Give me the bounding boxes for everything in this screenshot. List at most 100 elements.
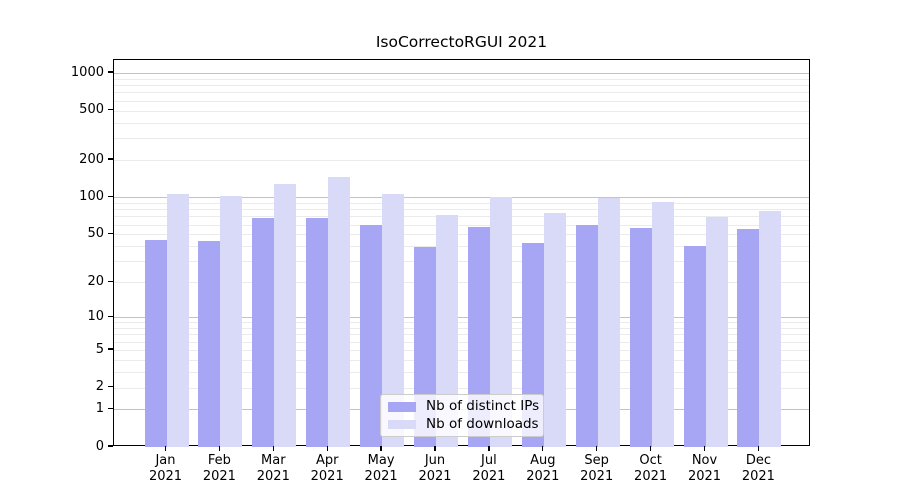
gridline-minor bbox=[114, 122, 809, 124]
bar-downloads bbox=[220, 195, 243, 447]
bar-distinct-ips bbox=[306, 217, 329, 447]
x-tick-mark bbox=[703, 446, 706, 451]
bar-downloads bbox=[543, 212, 566, 447]
y-tick-mark bbox=[108, 348, 113, 350]
bar-distinct-ips bbox=[252, 217, 275, 447]
gridline-minor bbox=[114, 246, 809, 248]
bar-downloads bbox=[436, 214, 458, 447]
x-tick-mark bbox=[488, 446, 490, 451]
x-tick-label: May 2021 bbox=[364, 453, 398, 484]
x-tick-label: Sep 2021 bbox=[580, 453, 614, 484]
x-tick-mark bbox=[596, 446, 598, 451]
bar-distinct-ips bbox=[629, 228, 652, 447]
gridline-minor bbox=[114, 85, 809, 87]
x-tick-label: Apr 2021 bbox=[310, 453, 344, 484]
bar-distinct-ips bbox=[144, 239, 167, 447]
y-tick-mark bbox=[108, 280, 113, 282]
x-tick-mark bbox=[434, 446, 436, 451]
bar-downloads bbox=[274, 184, 297, 447]
y-tick-mark bbox=[108, 315, 113, 317]
gridline-minor bbox=[114, 160, 809, 162]
gridline-minor bbox=[114, 92, 809, 94]
y-tick-label: 10 bbox=[87, 308, 104, 324]
gridline-major bbox=[114, 73, 809, 75]
y-tick-mark bbox=[108, 232, 113, 234]
gridline-minor bbox=[114, 282, 809, 284]
x-tick-label: Aug 2021 bbox=[526, 453, 560, 484]
gridline-minor bbox=[114, 387, 809, 389]
y-tick-label: 50 bbox=[87, 225, 104, 241]
y-tick-mark bbox=[108, 158, 113, 160]
x-tick-mark bbox=[164, 446, 167, 451]
gridline-minor bbox=[114, 371, 809, 373]
plot-area bbox=[113, 59, 810, 447]
x-tick-label: Feb 2021 bbox=[202, 453, 236, 484]
bar-downloads bbox=[328, 176, 351, 447]
gridline-minor bbox=[114, 234, 809, 236]
bar-downloads bbox=[759, 210, 782, 447]
gridline-major bbox=[114, 197, 809, 199]
bar-downloads bbox=[382, 194, 405, 447]
gridline-minor bbox=[114, 261, 809, 263]
y-tick-mark bbox=[108, 195, 113, 197]
bar-downloads bbox=[705, 217, 728, 447]
bar-downloads bbox=[597, 198, 620, 447]
gridline-minor bbox=[114, 322, 809, 324]
y-tick-label: 2 bbox=[95, 379, 104, 395]
x-tick-mark bbox=[326, 446, 328, 451]
x-tick-label: Jun 2021 bbox=[418, 453, 452, 484]
bar-distinct-ips bbox=[575, 224, 598, 447]
y-tick-mark bbox=[108, 71, 113, 73]
y-tick-mark bbox=[108, 445, 113, 447]
gridline-major bbox=[114, 317, 809, 319]
x-tick-mark bbox=[649, 446, 652, 451]
legend-label-downloads: Nb of downloads bbox=[426, 415, 539, 432]
x-tick-mark bbox=[218, 446, 221, 451]
bar-distinct-ips bbox=[737, 229, 760, 447]
bar-distinct-ips bbox=[683, 246, 706, 447]
y-tick-label: 1000 bbox=[70, 64, 104, 80]
x-tick-label: Jul 2021 bbox=[472, 453, 506, 484]
gridline-minor bbox=[114, 216, 809, 218]
bar-downloads bbox=[651, 201, 674, 447]
x-tick-mark bbox=[380, 446, 382, 451]
legend-swatch-downloads bbox=[388, 419, 416, 429]
gridline-minor bbox=[114, 78, 809, 80]
gridline-minor bbox=[114, 138, 809, 140]
chart-title: IsoCorrectoRGUI 2021 bbox=[375, 33, 548, 51]
y-tick-label: 200 bbox=[79, 151, 104, 167]
bar-downloads bbox=[489, 196, 512, 447]
x-tick-label: Oct 2021 bbox=[634, 453, 668, 484]
y-tick-label: 100 bbox=[79, 188, 104, 204]
y-tick-label: 1 bbox=[95, 400, 104, 416]
legend: Nb of distinct IPs Nb of downloads bbox=[380, 394, 544, 437]
gridline-minor bbox=[114, 202, 809, 204]
x-tick-label: Dec 2021 bbox=[741, 453, 775, 484]
gridline-minor bbox=[114, 334, 809, 336]
legend-label-distinct-ips: Nb of distinct IPs bbox=[426, 398, 540, 415]
y-tick-label: 0 bbox=[95, 438, 104, 454]
y-tick-label: 20 bbox=[87, 273, 104, 289]
y-tick-label: 500 bbox=[79, 102, 104, 118]
x-tick-label: Jan 2021 bbox=[148, 453, 183, 484]
gridline-minor bbox=[114, 110, 809, 112]
y-tick-mark bbox=[108, 108, 113, 111]
gridline-minor bbox=[114, 224, 809, 226]
x-tick-mark bbox=[757, 446, 760, 451]
y-tick-label: 5 bbox=[95, 341, 104, 357]
bar-distinct-ips bbox=[198, 241, 221, 447]
legend-entry-distinct-ips: Nb of distinct IPs bbox=[388, 398, 540, 415]
x-tick-label: Nov 2021 bbox=[687, 453, 722, 484]
gridline-minor bbox=[114, 341, 809, 343]
gridline-minor bbox=[114, 209, 809, 211]
bar-distinct-ips bbox=[467, 227, 490, 447]
x-tick-label: Mar 2021 bbox=[256, 453, 290, 484]
y-tick-mark bbox=[108, 407, 113, 410]
legend-entry-downloads: Nb of downloads bbox=[388, 415, 539, 432]
gridline-minor bbox=[114, 100, 809, 102]
x-tick-mark bbox=[542, 446, 544, 451]
gridline-minor bbox=[114, 328, 809, 330]
x-tick-mark bbox=[272, 446, 274, 451]
gridline-minor bbox=[114, 350, 809, 352]
